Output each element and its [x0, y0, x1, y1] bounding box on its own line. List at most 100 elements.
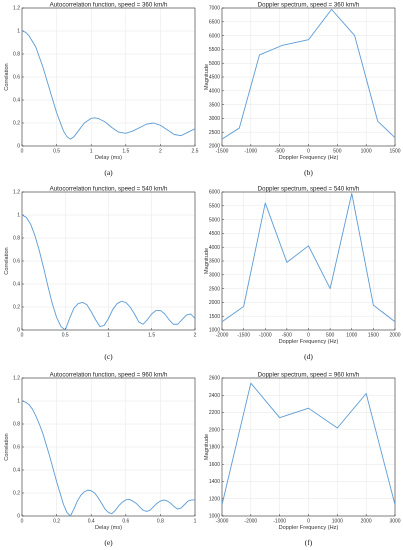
y-tick-label: 0.2 — [13, 491, 20, 497]
plot-frame — [221, 7, 396, 147]
y-tick-label: 0 — [17, 514, 20, 520]
chart-title: Doppler spectrum, speed = 540 km/h — [258, 186, 360, 193]
x-axis-label: Doppler Frequency (Hz) — [279, 155, 339, 161]
y-tick-label: 3000 — [209, 116, 220, 122]
chart-panel-5: -3000 -2000 -1000 0 1000 2000 3000 1000 1200 1400… — [204, 372, 401, 548]
series-line-0 — [21, 214, 196, 331]
x-tick-label: 0.5 — [53, 149, 60, 155]
y-tick-label: 4000 — [209, 245, 220, 251]
y-tick-label: 0.6 — [13, 75, 20, 81]
series-line-0 — [21, 30, 196, 140]
y-tick-label: 4000 — [209, 89, 220, 95]
x-tick-label: -1500 — [237, 333, 250, 339]
plot-frame — [21, 7, 196, 147]
x-tick-label: 1 — [194, 519, 197, 525]
y-tick-label: 5500 — [209, 204, 220, 210]
y-tick-label: 1600 — [209, 462, 220, 468]
y-tick-label: 0.4 — [13, 468, 20, 474]
x-tick-label: 1500 — [389, 149, 400, 155]
x-tick-label: 1 — [107, 333, 110, 339]
x-tick-label: 1500 — [368, 333, 379, 339]
x-tick-label: 0.4 — [88, 519, 95, 525]
y-tick-label: 0.2 — [13, 121, 20, 127]
x-tick-label: -1000 — [273, 519, 286, 525]
y-tick-label: 1.2 — [13, 190, 20, 196]
y-tick-label: 2500 — [209, 286, 220, 292]
x-tick-label: 1000 — [361, 149, 372, 155]
y-tick-label: 1 — [17, 213, 20, 219]
y-tick-label: 1.2 — [13, 376, 20, 382]
series-line-0 — [221, 192, 396, 323]
x-tick-label: -2000 — [244, 519, 257, 525]
chart-title: Doppler spectrum, speed = 360 km/h — [258, 2, 360, 9]
plot-frame — [221, 191, 396, 331]
x-tick-label: 0 — [307, 149, 310, 155]
panel-caption: (e) — [104, 538, 113, 547]
x-tick-label: 500 — [333, 149, 342, 155]
y-tick-label: 3500 — [209, 102, 220, 108]
x-tick-label: 0.5 — [62, 333, 69, 339]
y-axis-label: Magnitude — [204, 434, 210, 460]
y-axis-label: Magnitude — [204, 64, 210, 90]
x-tick-label: 2.5 — [192, 149, 199, 155]
y-tick-label: 4500 — [209, 75, 220, 81]
y-axis-label: Correlation — [4, 63, 10, 90]
y-tick-label: 0 — [17, 328, 20, 334]
plot-frame — [221, 377, 396, 517]
y-tick-label: 6500 — [209, 20, 220, 26]
y-axis-label: Magnitude — [204, 248, 210, 274]
y-axis-label: Correlation — [4, 247, 10, 274]
y-tick-label: 6000 — [209, 190, 220, 196]
y-tick-label: 1500 — [209, 314, 220, 320]
y-tick-label: 0.4 — [13, 98, 20, 104]
y-tick-label: 1000 — [209, 514, 220, 520]
chart-panel-4: 0 0.2 0.4 0.6 0.8 1 0 0.2 0.4 0.6 0.8 1 1.2 Autocorre… — [4, 372, 197, 548]
chart-panel-2: 0 0.5 1 1.5 2 0 0.2 0.4 0.6 0.8 1 1.2 Autocorrelatio… — [4, 186, 197, 362]
x-tick-label: 1.5 — [148, 333, 155, 339]
x-tick-label: 1.5 — [122, 149, 129, 155]
y-tick-label: 2200 — [209, 410, 220, 416]
y-tick-label: 4500 — [209, 231, 220, 237]
y-tick-label: 1.2 — [13, 6, 20, 12]
x-tick-label: 3000 — [389, 519, 400, 525]
x-tick-label: -1500 — [216, 149, 229, 155]
y-tick-label: 1000 — [209, 328, 220, 334]
y-tick-label: 2600 — [209, 376, 220, 382]
y-tick-label: 2400 — [209, 393, 220, 399]
series-line-0 — [21, 400, 195, 517]
x-tick-label: 1000 — [332, 519, 343, 525]
y-tick-label: 0.8 — [13, 236, 20, 242]
x-tick-label: 1000 — [346, 333, 357, 339]
x-tick-label: -500 — [275, 149, 285, 155]
y-tick-label: 2000 — [209, 300, 220, 306]
x-tick-label: -500 — [282, 333, 292, 339]
y-tick-label: 1 — [17, 399, 20, 405]
panel-caption: (f) — [305, 538, 313, 547]
plot-frame — [21, 377, 196, 517]
x-tick-label: 0 — [21, 149, 24, 155]
y-tick-label: 0.6 — [13, 259, 20, 265]
x-tick-label: -1000 — [244, 149, 257, 155]
y-tick-label: 0.2 — [13, 305, 20, 311]
chart-title: Autocorrelation function, speed = 540 km… — [50, 186, 168, 193]
y-tick-label: 6000 — [209, 33, 220, 39]
y-tick-label: 5000 — [209, 61, 220, 67]
x-tick-label: 2000 — [389, 333, 400, 339]
x-tick-label: -2000 — [216, 333, 229, 339]
x-tick-label: 0.6 — [122, 519, 129, 525]
x-tick-label: 0.8 — [157, 519, 164, 525]
x-tick-label: 0 — [21, 519, 24, 525]
panel-caption: (d) — [304, 352, 313, 361]
x-tick-label: -3000 — [216, 519, 229, 525]
x-tick-label: 0 — [21, 333, 24, 339]
y-tick-label: 1 — [17, 29, 20, 35]
x-tick-label: 1 — [90, 149, 93, 155]
x-tick-label: 0.2 — [53, 519, 60, 525]
x-axis-label: Delay (ms) — [95, 155, 122, 161]
chart-title: Autocorrelation function, speed = 960 km… — [50, 372, 168, 379]
x-tick-label: 2000 — [361, 519, 372, 525]
x-tick-label: 500 — [326, 333, 335, 339]
y-tick-label: 2000 — [209, 144, 220, 150]
y-tick-label: 2500 — [209, 130, 220, 136]
